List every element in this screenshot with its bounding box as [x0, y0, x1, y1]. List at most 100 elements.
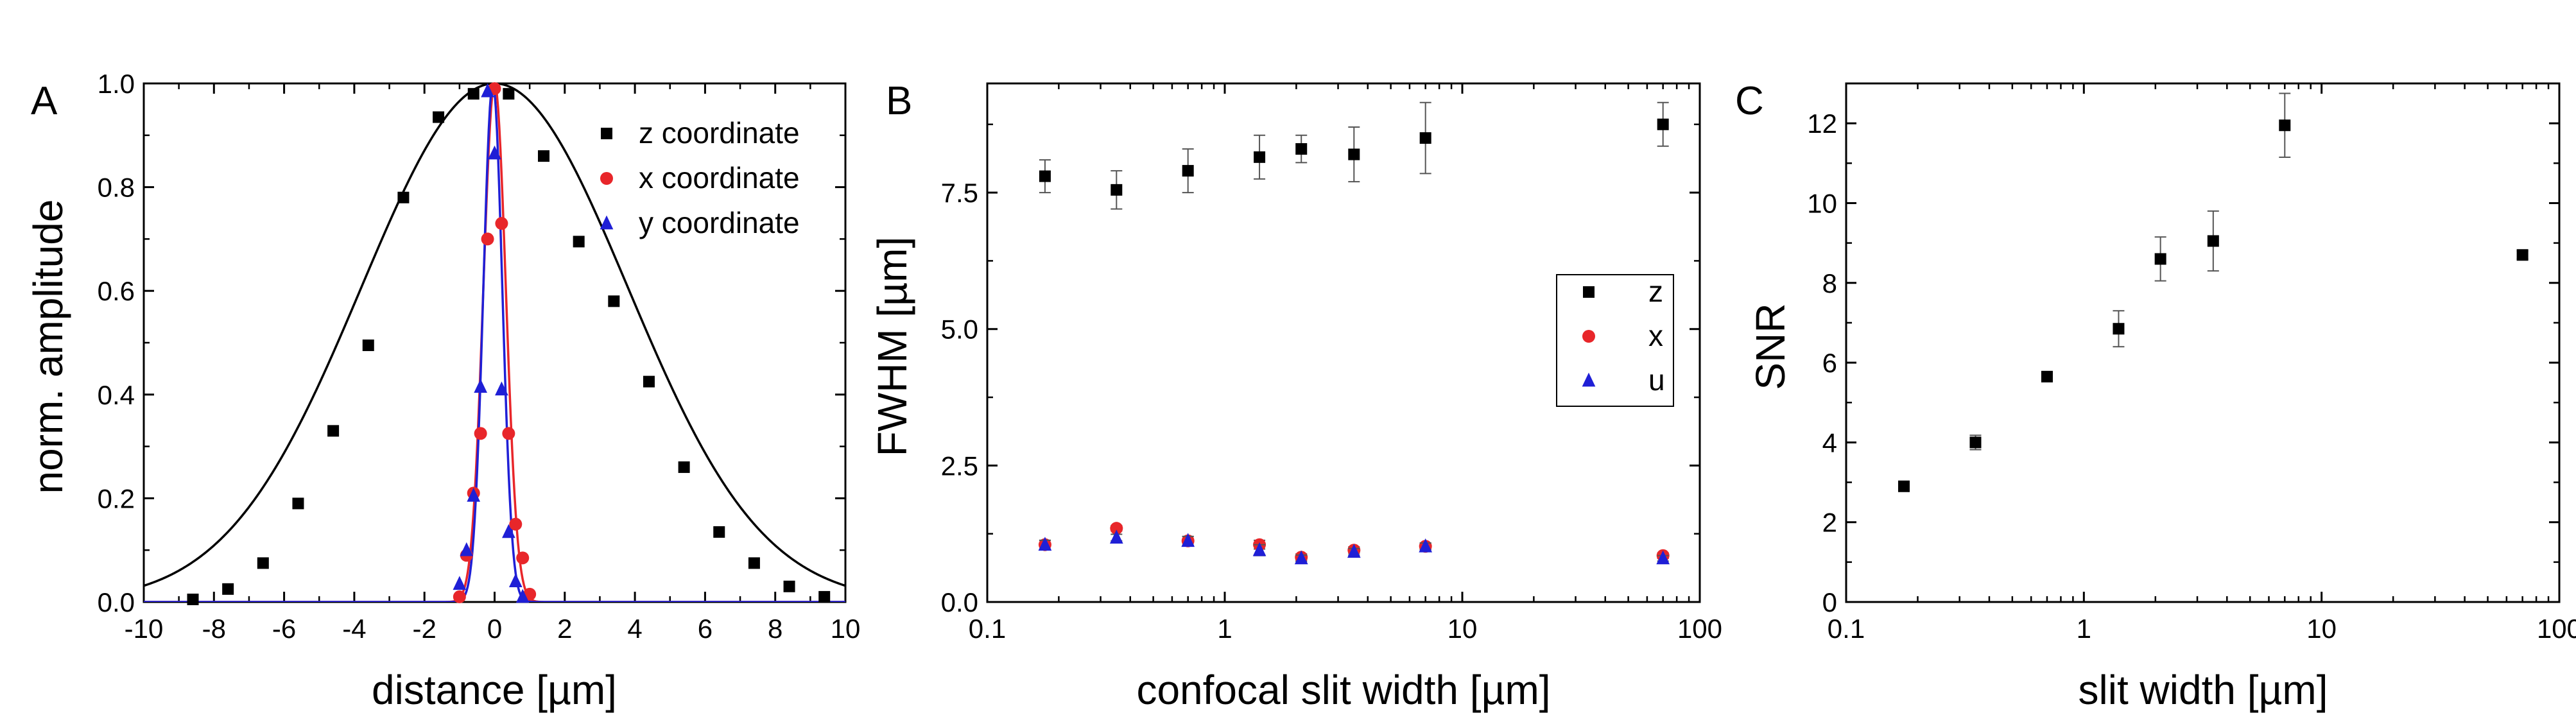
- panel-b-y-tick-label: 5.0: [941, 314, 978, 345]
- panel-a-point-y-coordinate: [515, 589, 530, 603]
- panel-b-point-z: [1182, 165, 1194, 177]
- panel-b-x-tick-label: 10: [1448, 614, 1478, 644]
- panel-a-series-y-coordinate: [453, 83, 530, 603]
- panel-c-y-tick-label: 0: [1822, 587, 1837, 617]
- panel-a-point-y-coordinate: [502, 524, 515, 538]
- panel-a-y-tick-label: 0.0: [98, 587, 135, 617]
- panel-b-x-tick-label: 1: [1217, 614, 1232, 644]
- panel-c-x-tick-label: 10: [2306, 614, 2337, 644]
- panel-c-point-data: [2516, 249, 2528, 261]
- panel-b-point-z: [1111, 184, 1123, 196]
- panel-c-ylabel: SNR: [1747, 303, 1794, 390]
- panel-a-point-z-coordinate: [678, 461, 690, 473]
- panel-b-series-z: [1039, 101, 1669, 210]
- panel-b-point-z: [1295, 143, 1308, 155]
- panel-a-point-z-coordinate: [257, 557, 269, 569]
- panel-a-y-tick-label: 0.8: [98, 173, 135, 203]
- panel-a-point-z-coordinate: [713, 526, 725, 538]
- panel-a-point-y-coordinate: [488, 145, 501, 160]
- panel-a-point-y-coordinate: [474, 379, 487, 393]
- panel-a-x-tick-label: 6: [698, 614, 713, 644]
- panel-c-y-tick-label: 2: [1822, 508, 1837, 538]
- panel-a-legend-marker-z-coordinate: [601, 128, 612, 139]
- panel-a-point-x-coordinate: [453, 590, 466, 603]
- panel-a-legend-label-y-coordinate: y coordinate: [639, 206, 800, 239]
- panel-a-point-z-coordinate: [503, 88, 515, 100]
- panel-a-point-z-coordinate: [327, 425, 340, 437]
- panel-a-point-y-coordinate: [481, 83, 494, 98]
- panel-c-y-tick-label: 12: [1807, 108, 1837, 139]
- panel-c-point-data: [2041, 370, 2053, 382]
- panel-b-point-z: [1254, 151, 1266, 163]
- panel-b-point-z: [1039, 170, 1051, 182]
- panel-letter-a: A: [31, 79, 58, 123]
- panel-a-point-y-coordinate: [453, 576, 467, 590]
- panel-a-point-z-coordinate: [397, 191, 410, 203]
- panel-c-frame: [1845, 82, 2561, 603]
- panel-a-point-z-coordinate: [573, 236, 585, 248]
- panel-b-ylabel: FWHM [µm]: [869, 237, 915, 457]
- panel-c-point-data: [2279, 119, 2291, 132]
- panel-a-point-z-coordinate: [433, 111, 445, 123]
- panel-b: B 0.1 1 10 100 0.0 2.5 5.0 7.5 zxu confocal slit…: [869, 79, 1722, 713]
- panel-a-point-z-coordinate: [538, 150, 550, 162]
- panel-a-x-tick-label: -4: [342, 614, 366, 644]
- panel-a-point-z-coordinate: [222, 583, 234, 595]
- panel-b-point-x: [1110, 522, 1123, 535]
- panel-a-legend-label-x-coordinate: x coordinate: [639, 161, 800, 194]
- panel-b-y-tick-label: 2.5: [941, 451, 978, 481]
- panel-b-frame: [986, 82, 1701, 603]
- panel-c-point-data: [1969, 436, 1982, 449]
- panel-a-point-z-coordinate: [783, 580, 795, 592]
- panel-b-point-z: [1419, 132, 1431, 144]
- panel-a-x-tick-label: 0: [487, 614, 502, 644]
- panel-a-x-tick-label: -10: [125, 614, 164, 644]
- panel-a-y-tick-label: 0.4: [98, 380, 135, 410]
- panel-a-y-axis: 0.0 0.2 0.4 0.6 0.8 1.0: [98, 69, 845, 617]
- panel-a-point-x-coordinate: [481, 232, 494, 246]
- panel-b-legend-marker-z: [1583, 286, 1595, 298]
- panel-b-point-u: [1181, 533, 1195, 547]
- panel-letter-c: C: [1735, 79, 1764, 123]
- panel-b-point-u: [1656, 550, 1670, 565]
- panel-a-point-x-coordinate: [509, 517, 523, 531]
- panel-a-legend: z coordinate x coordinate y coordinate: [600, 116, 800, 239]
- panel-a-xlabel: distance [µm]: [372, 667, 617, 713]
- panel-b-x-tick-label: 100: [1677, 614, 1722, 644]
- panel-a-ylabel: norm. amplitude: [25, 200, 71, 494]
- panel-a-point-z-coordinate: [187, 593, 199, 605]
- panel-a-point-x-coordinate: [502, 427, 515, 440]
- panel-c-x-axis: 0.1 1 10 100: [1828, 83, 2576, 644]
- panel-a-point-x-coordinate: [474, 427, 487, 440]
- panel-b-legend: zxu: [1556, 274, 1674, 407]
- panel-letter-b: B: [886, 79, 912, 123]
- panel-a-legend-marker-x-coordinate: [600, 172, 613, 185]
- panel-b-x-tick-label: 0.1: [969, 614, 1006, 644]
- panel-a-point-x-coordinate: [495, 217, 508, 230]
- panel-a-point-y-coordinate: [508, 573, 523, 588]
- panel-b-y-tick-label: 7.5: [941, 178, 978, 208]
- panel-c-y-tick-label: 6: [1822, 348, 1837, 378]
- panel-a-point-z-coordinate: [362, 340, 374, 352]
- panel-b-legend-marker-x: [1582, 330, 1595, 343]
- panel-b-x-axis: 0.1 1 10 100: [969, 83, 1722, 644]
- panel-a-x-tick-label: 2: [557, 614, 572, 644]
- panel-a-point-z-coordinate: [467, 88, 480, 100]
- panel-b-y-axis: 0.0 2.5 5.0 7.5: [941, 123, 1700, 617]
- panel-c-point-data: [2207, 235, 2219, 247]
- panel-a-series-x-coordinate: [453, 82, 537, 603]
- panel-a-point-z-coordinate: [292, 497, 304, 510]
- panel-a-x-tick-label: 8: [768, 614, 782, 644]
- panel-a-point-z-coordinate: [643, 375, 655, 388]
- panel-b-point-u: [1419, 538, 1433, 553]
- panel-b-legend-label-z: z: [1648, 275, 1663, 308]
- panel-b-point-u: [1347, 544, 1361, 558]
- panel-c-x-tick-label: 0.1: [1828, 614, 1865, 644]
- panel-b-point-u: [1294, 550, 1308, 565]
- panel-a-plot-area: -10 -8 -6 -4 -2 0 2 4 6 8 10 0.0 0.2 0.4 0.6 0.8 1.0 z co…: [98, 69, 861, 644]
- panel-b-y-tick-label: 0.0: [941, 587, 978, 617]
- panel-a-x-tick-label: -6: [272, 614, 296, 644]
- panel-a-y-tick-label: 0.6: [98, 276, 135, 306]
- panel-a-y-tick-label: 0.2: [98, 483, 135, 513]
